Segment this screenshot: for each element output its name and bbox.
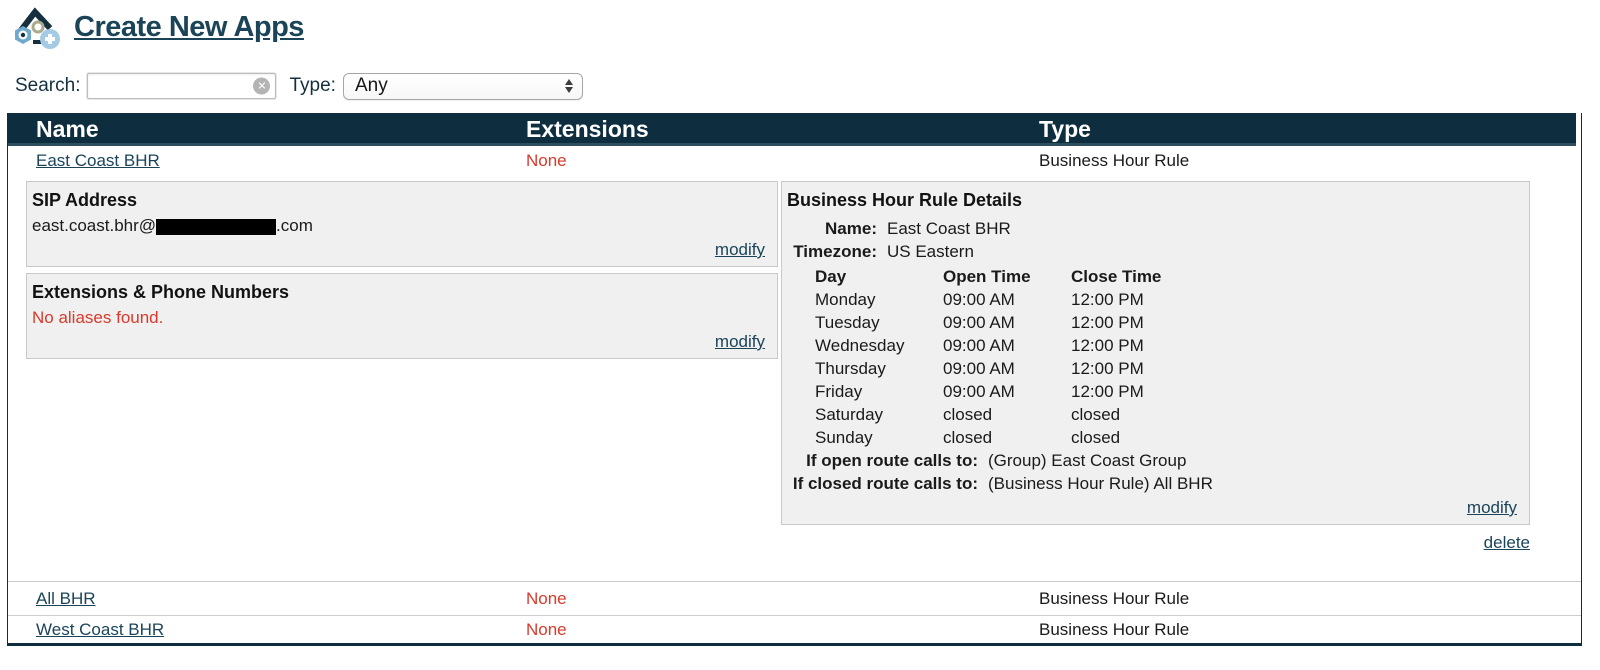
sip-address-suffix: .com <box>276 216 313 235</box>
expanded-detail-row: SIP Address east.coast.bhr@ .com modify E… <box>8 175 1581 581</box>
type-select-value: Any <box>354 75 388 96</box>
sip-address-prefix: east.coast.bhr@ <box>32 216 157 235</box>
apps-table: Name Extensions Type East Coast BHR None… <box>7 113 1582 646</box>
create-apps-icon <box>10 5 62 51</box>
create-new-apps-link[interactable]: Create New Apps <box>74 11 304 43</box>
type-value: Business Hour Rule <box>1039 619 1190 639</box>
schedule-close: 12:00 PM <box>1071 336 1144 355</box>
schedule-row: Tuesday 09:00 AM 12:00 PM <box>815 311 1517 334</box>
extensions-value: None <box>526 588 567 608</box>
schedule-day: Saturday <box>815 405 884 424</box>
schedule-day: Wednesday <box>815 336 905 355</box>
schedule-close: 12:00 PM <box>1071 359 1144 378</box>
schedule-header-row: Day Open Time Close Time <box>815 265 1517 288</box>
detail-left-column: SIP Address east.coast.bhr@ .com modify E… <box>26 181 778 359</box>
schedule-day: Monday <box>815 290 876 309</box>
schedule-header-day: Day <box>815 267 847 286</box>
schedule-open: 09:00 AM <box>943 290 1015 309</box>
table-row-west-coast-bhr: West Coast BHR None Business Hour Rule <box>8 615 1581 643</box>
select-stepper-icon <box>564 79 573 93</box>
schedule-day: Thursday <box>815 359 886 378</box>
extensions-value: None <box>526 150 567 170</box>
schedule-table: Day Open Time Close Time Monday 09:00 AM… <box>787 265 1517 449</box>
schedule-open: 09:00 AM <box>943 336 1015 355</box>
column-header-type: Type <box>1039 116 1091 142</box>
if-open-value: (Group) East Coast Group <box>988 451 1187 470</box>
schedule-close: 12:00 PM <box>1071 382 1144 401</box>
bhr-name-row: Name: East Coast BHR <box>787 217 1517 240</box>
bhr-name-value: East Coast BHR <box>887 219 1011 238</box>
search-label: Search: <box>15 75 81 96</box>
bhr-modify-link[interactable]: modify <box>1466 498 1517 517</box>
if-closed-row: If closed route calls to: (Business Hour… <box>787 472 1517 495</box>
sip-address-value: east.coast.bhr@ .com <box>32 214 765 237</box>
schedule-open: 09:00 AM <box>943 359 1015 378</box>
detail-right-column: Business Hour Rule Details Name: East Co… <box>781 181 1530 554</box>
if-open-row: If open route calls to: (Group) East Coa… <box>787 449 1517 472</box>
column-header-name: Name <box>36 116 99 142</box>
schedule-open: closed <box>943 428 993 447</box>
if-closed-label: If closed route calls to: <box>792 474 978 493</box>
extensions-panel-title: Extensions & Phone Numbers <box>32 282 290 302</box>
schedule-close: 12:00 PM <box>1071 290 1144 309</box>
sip-address-panel: SIP Address east.coast.bhr@ .com modify <box>26 181 778 267</box>
redacted-domain <box>156 218 277 235</box>
schedule-open: closed <box>943 405 993 424</box>
app-name-link[interactable]: West Coast BHR <box>36 619 165 639</box>
page-header: Create New Apps <box>0 0 1600 50</box>
type-value: Business Hour Rule <box>1039 150 1190 170</box>
bhr-details-panel: Business Hour Rule Details Name: East Co… <box>781 181 1530 525</box>
if-open-label: If open route calls to: <box>806 451 978 470</box>
schedule-row: Friday 09:00 AM 12:00 PM <box>815 380 1517 403</box>
search-input[interactable] <box>87 73 277 99</box>
schedule-row: Wednesday 09:00 AM 12:00 PM <box>815 334 1517 357</box>
bhr-timezone-label: Timezone: <box>793 242 877 261</box>
extensions-modify-link[interactable]: modify <box>714 332 765 351</box>
delete-row: delete <box>781 532 1530 554</box>
app-name-link[interactable]: All BHR <box>36 588 96 608</box>
bhr-timezone-value: US Eastern <box>887 242 974 261</box>
schedule-open: 09:00 AM <box>943 313 1015 332</box>
bhr-details-title: Business Hour Rule Details <box>787 190 1023 210</box>
schedule-day: Sunday <box>815 428 873 447</box>
delete-link[interactable]: delete <box>1483 533 1530 552</box>
no-aliases-message: No aliases found. <box>32 308 164 327</box>
schedule-open: 09:00 AM <box>943 382 1015 401</box>
schedule-row: Saturday closed closed <box>815 403 1517 426</box>
search-field-wrap: ✕ <box>87 73 277 99</box>
table-row-east-coast-bhr: East Coast BHR None Business Hour Rule <box>8 146 1581 175</box>
schedule-day: Friday <box>815 382 863 401</box>
sip-address-title: SIP Address <box>32 190 138 210</box>
schedule-close: closed <box>1071 405 1121 424</box>
schedule-day: Tuesday <box>815 313 880 332</box>
schedule-row: Monday 09:00 AM 12:00 PM <box>815 288 1517 311</box>
schedule-close: 12:00 PM <box>1071 313 1144 332</box>
extensions-value: None <box>526 619 567 639</box>
clear-search-icon[interactable]: ✕ <box>253 77 271 95</box>
schedule-row: Thursday 09:00 AM 12:00 PM <box>815 357 1517 380</box>
filter-bar: Search: ✕ Type: Any <box>15 72 1600 100</box>
schedule-row: Sunday closed closed <box>815 426 1517 449</box>
sip-modify-link[interactable]: modify <box>714 240 765 259</box>
bhr-name-label: Name: <box>825 219 877 238</box>
table-row-all-bhr: All BHR None Business Hour Rule <box>8 581 1581 615</box>
type-value: Business Hour Rule <box>1039 588 1190 608</box>
bhr-timezone-row: Timezone: US Eastern <box>787 240 1517 263</box>
if-closed-value: (Business Hour Rule) All BHR <box>988 474 1213 493</box>
schedule-header-open: Open Time <box>943 267 1031 286</box>
extensions-panel: Extensions & Phone Numbers No aliases fo… <box>26 273 778 359</box>
schedule-header-close: Close Time <box>1071 267 1162 286</box>
type-label: Type: <box>289 75 336 96</box>
column-header-extensions: Extensions <box>526 116 649 142</box>
table-header-row: Name Extensions Type <box>8 113 1581 146</box>
app-name-link[interactable]: East Coast BHR <box>36 150 160 170</box>
schedule-close: closed <box>1071 428 1121 447</box>
type-select[interactable]: Any <box>342 72 583 100</box>
